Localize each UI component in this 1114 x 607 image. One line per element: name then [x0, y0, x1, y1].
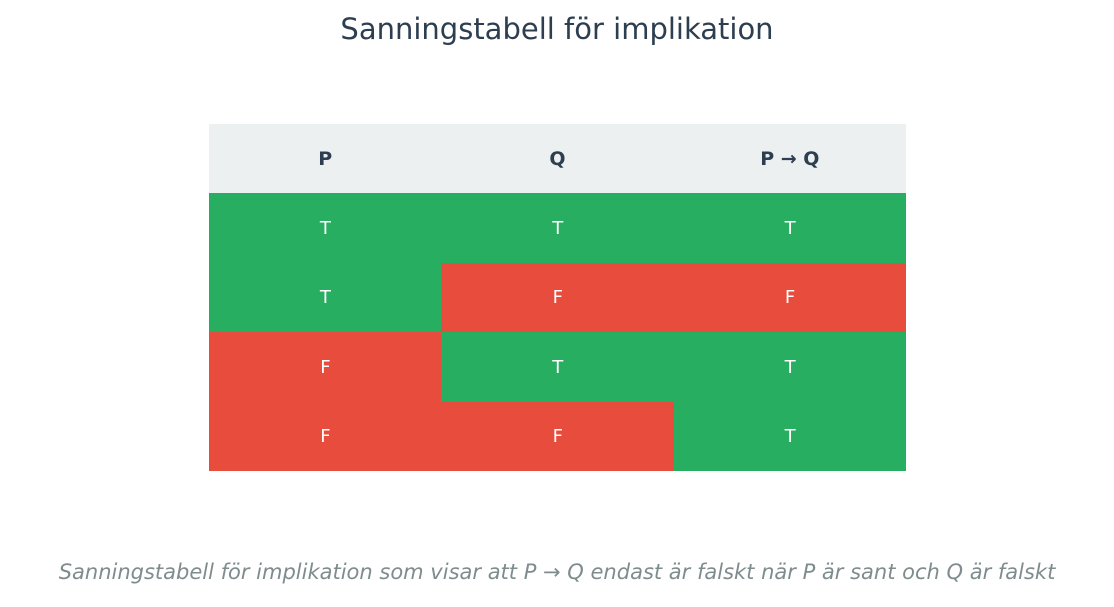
table-cell: T: [209, 262, 442, 333]
table-cell: F: [441, 262, 675, 333]
table-cell: F: [441, 401, 675, 472]
table-cell: T: [673, 193, 907, 264]
table-cell: T: [673, 401, 907, 472]
table-cell: T: [441, 193, 675, 264]
header-cell: Q: [441, 124, 674, 194]
chart-title: Sanningstabell för implikation: [340, 12, 774, 46]
table-cell: T: [441, 332, 675, 403]
header-cell: P: [209, 124, 442, 194]
table-cell: T: [673, 332, 907, 403]
table-cell: F: [209, 332, 442, 403]
table-cell: F: [673, 262, 907, 333]
header-cell: P → Q: [673, 124, 906, 194]
table-cell: T: [209, 193, 442, 264]
figure-caption: Sanningstabell för implikation som visar…: [58, 560, 1056, 584]
table-cell: F: [209, 401, 442, 472]
